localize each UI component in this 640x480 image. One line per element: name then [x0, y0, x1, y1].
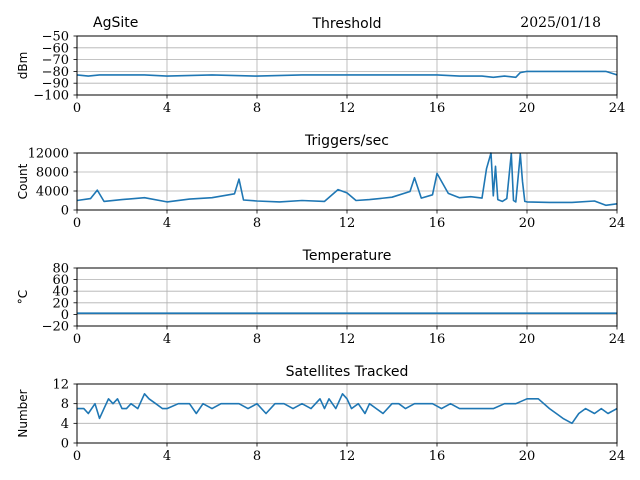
x-tick-label: 20: [519, 449, 536, 464]
x-tick-label: 8: [253, 216, 261, 231]
x-tick-label: 8: [253, 449, 261, 464]
y-axis-label: dBm: [16, 52, 30, 80]
x-tick-label: 0: [73, 449, 81, 464]
x-tick-label: 16: [429, 101, 446, 116]
x-tick-label: 4: [163, 216, 171, 231]
x-tick-label: 24: [609, 332, 626, 347]
chart-panel-3: 0 4 8 12 16 20 24 0 4 8 12 Satellites Tracked Number: [16, 364, 625, 464]
x-tick-label: 4: [163, 449, 171, 464]
chart-panel-0: 0 4 8 12 16 20 24 −100−90−80−70−60−50 Threshold d…: [16, 16, 625, 116]
y-tick-label: 12000: [28, 147, 69, 162]
date-label: 2025/01/18: [520, 15, 601, 31]
x-tick-label: 4: [163, 101, 171, 116]
x-tick-label: 8: [253, 101, 261, 116]
chart-panels: 0 4 8 12 16 20 24 −100−90−80−70−60−50 Threshold d…: [16, 16, 625, 464]
y-tick-label: 0: [61, 308, 69, 323]
y-tick-label: 4000: [36, 185, 69, 200]
x-tick-label: 0: [73, 332, 81, 347]
series-line-0: [76, 152, 618, 207]
chart-title: Triggers/sec: [304, 133, 389, 149]
y-tick-label: −100: [33, 89, 69, 104]
y-tick-label: 4: [61, 417, 69, 432]
y-tick-label: 8000: [36, 166, 69, 181]
y-tick-label: 40: [52, 285, 69, 300]
y-axis-label: Count: [16, 163, 30, 199]
y-tick-label: −60: [42, 41, 69, 56]
y-tick-label: 20: [52, 296, 69, 311]
x-tick-label: 0: [73, 216, 81, 231]
x-tick-label: 20: [519, 101, 536, 116]
x-tick-label: 16: [429, 332, 446, 347]
x-tick-label: 24: [609, 101, 626, 116]
series-line-0: [77, 392, 618, 425]
x-tick-label: 24: [609, 216, 626, 231]
x-tick-label: 16: [429, 449, 446, 464]
y-tick-label: −70: [42, 53, 69, 68]
x-tick-label: 16: [429, 216, 446, 231]
x-tick-label: 8: [253, 332, 261, 347]
x-tick-label: 12: [339, 216, 356, 231]
y-axis-label: °C: [16, 290, 30, 304]
x-tick-label: 24: [609, 449, 626, 464]
chart-panel-1: 0 4 8 12 16 20 24 0 4000 8000 12000 Triggers/sec Cou…: [16, 133, 625, 231]
y-tick-label: −50: [42, 30, 69, 45]
x-tick-label: 4: [163, 332, 171, 347]
chart-title: Satellites Tracked: [286, 364, 409, 380]
x-tick-label: 20: [519, 216, 536, 231]
y-tick-label: 0: [61, 437, 69, 452]
x-tick-label: 12: [339, 101, 356, 116]
y-tick-label: −90: [42, 77, 69, 92]
chart-title: Threshold: [312, 16, 382, 32]
y-tick-label: −20: [42, 320, 69, 335]
y-tick-label: 12: [52, 378, 69, 393]
x-tick-label: 12: [339, 332, 356, 347]
y-tick-label: 60: [52, 273, 69, 288]
x-tick-label: 20: [519, 332, 536, 347]
series-line-0: [76, 70, 618, 79]
site-label: AgSite: [93, 15, 138, 31]
y-tick-label: 8: [61, 397, 69, 412]
x-tick-label: 12: [339, 449, 356, 464]
x-tick-label: 0: [73, 101, 81, 116]
y-axis-label: Number: [16, 389, 30, 437]
y-tick-label: 80: [52, 262, 69, 277]
chart-title: Temperature: [302, 248, 392, 264]
y-tick-label: 0: [61, 204, 69, 219]
y-tick-label: −80: [42, 65, 69, 80]
